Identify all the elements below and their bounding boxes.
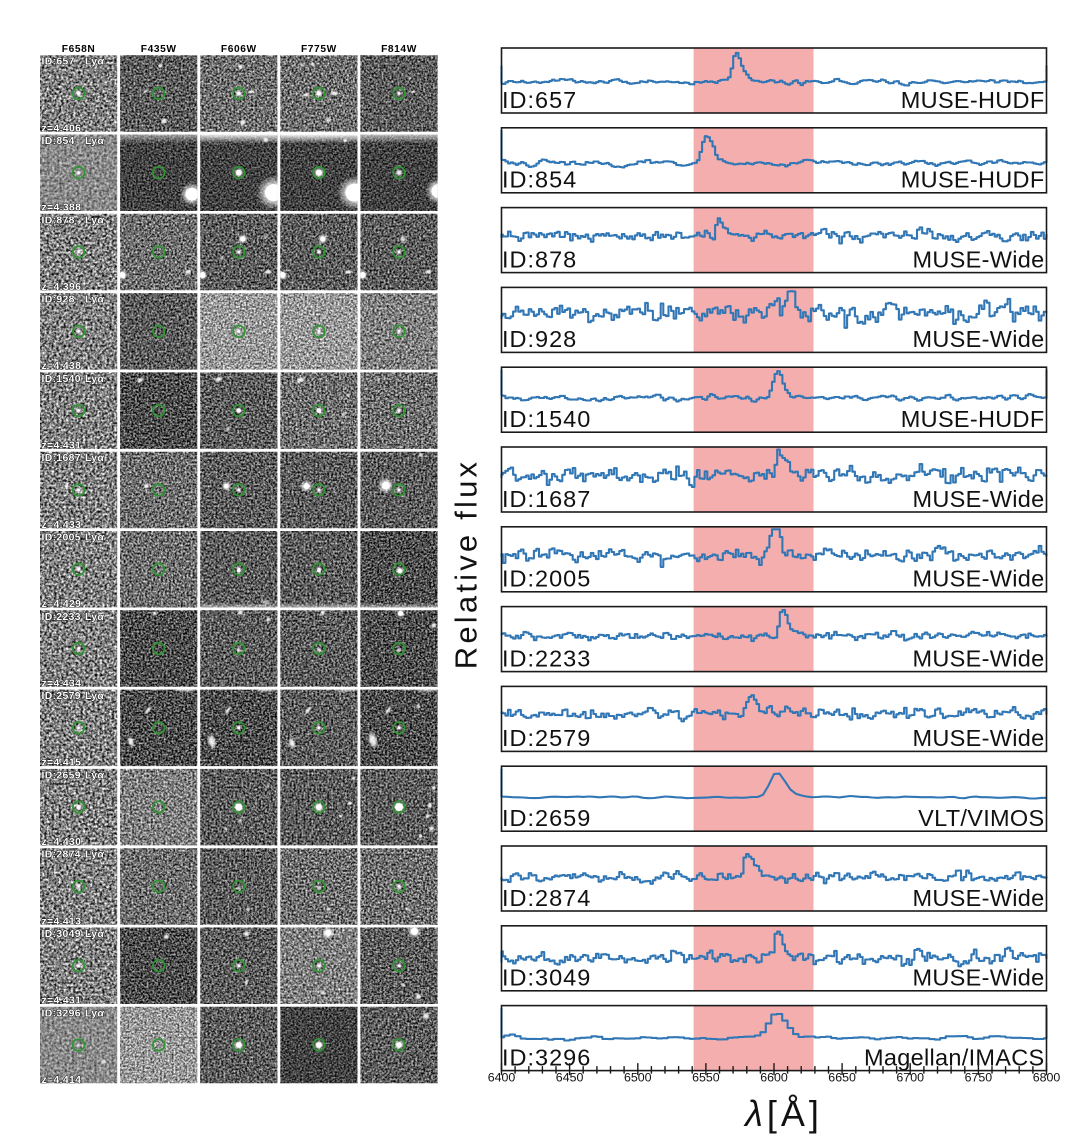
svg-text:6650: 6650: [828, 1071, 856, 1085]
svg-text:Lyα: Lyα: [85, 612, 104, 623]
svg-text:z=4.430: z=4.430: [42, 837, 82, 848]
svg-text:ID:1687: ID:1687: [42, 453, 81, 464]
svg-text:Lyα: Lyα: [85, 136, 104, 147]
svg-text:z=4.396: z=4.396: [42, 282, 82, 293]
svg-text:ID:854: ID:854: [502, 167, 577, 193]
svg-text:MUSE-HUDF: MUSE-HUDF: [901, 406, 1045, 432]
svg-text:Relative flux: Relative flux: [449, 459, 484, 669]
svg-text:z=4.438: z=4.438: [42, 361, 82, 372]
svg-text:z=4.388: z=4.388: [42, 203, 82, 214]
svg-text:ID:2579: ID:2579: [42, 691, 81, 702]
svg-text:ID:3049: ID:3049: [502, 965, 591, 991]
svg-text:Lyα: Lyα: [85, 929, 104, 940]
svg-text:MUSE-Wide: MUSE-Wide: [913, 326, 1045, 352]
svg-text:λ[Å]: λ[Å]: [743, 1093, 823, 1134]
svg-text:6750: 6750: [965, 1071, 993, 1085]
svg-text:Magellan/IMACS: Magellan/IMACS: [864, 1044, 1045, 1070]
svg-text:6800: 6800: [1033, 1071, 1061, 1085]
svg-text:ID:2005: ID:2005: [42, 533, 81, 544]
svg-text:ID:854: ID:854: [42, 136, 75, 147]
svg-text:ID:1687: ID:1687: [502, 486, 591, 512]
svg-text:ID:878: ID:878: [42, 215, 75, 226]
svg-text:F814W: F814W: [381, 44, 417, 55]
svg-text:ID:878: ID:878: [502, 246, 577, 272]
svg-text:ID:2874: ID:2874: [502, 885, 591, 911]
svg-text:MUSE-Wide: MUSE-Wide: [913, 566, 1045, 592]
svg-text:6700: 6700: [896, 1071, 924, 1085]
svg-text:ID:2659: ID:2659: [42, 770, 81, 781]
svg-text:ID:928: ID:928: [502, 326, 577, 352]
svg-text:ID:2233: ID:2233: [502, 645, 591, 671]
svg-text:z=4.431: z=4.431: [42, 996, 82, 1007]
svg-text:VLT/VIMOS: VLT/VIMOS: [918, 805, 1044, 831]
svg-text:MUSE-Wide: MUSE-Wide: [913, 965, 1045, 991]
svg-text:ID:2005: ID:2005: [502, 566, 591, 592]
svg-text:ID:2233: ID:2233: [42, 612, 81, 623]
svg-text:ID:3296: ID:3296: [42, 1008, 81, 1019]
svg-text:Lyα: Lyα: [85, 533, 104, 544]
svg-text:F606W: F606W: [221, 44, 257, 55]
svg-text:ID:2579: ID:2579: [502, 725, 591, 751]
svg-text:Lyα: Lyα: [85, 453, 104, 464]
svg-text:Lyα: Lyα: [85, 1008, 104, 1019]
svg-text:MUSE-Wide: MUSE-Wide: [913, 645, 1045, 671]
svg-text:Lyα: Lyα: [85, 57, 104, 68]
svg-text:MUSE-Wide: MUSE-Wide: [913, 885, 1045, 911]
svg-text:Lyα: Lyα: [85, 850, 104, 861]
svg-text:z=4.433: z=4.433: [42, 520, 82, 531]
svg-text:6400: 6400: [488, 1071, 516, 1085]
svg-text:z=4.406: z=4.406: [42, 123, 82, 134]
svg-text:ID:928: ID:928: [42, 295, 75, 306]
svg-text:z=4.431: z=4.431: [42, 441, 82, 452]
svg-text:ID:2659: ID:2659: [502, 805, 591, 831]
svg-text:F435W: F435W: [141, 44, 177, 55]
svg-text:Lyα: Lyα: [85, 691, 104, 702]
svg-text:6550: 6550: [692, 1071, 720, 1085]
svg-text:MUSE-Wide: MUSE-Wide: [913, 486, 1045, 512]
svg-text:F775W: F775W: [301, 44, 337, 55]
svg-text:z=4.414: z=4.414: [42, 1075, 82, 1086]
svg-text:ID:657: ID:657: [42, 57, 75, 68]
svg-text:z=4.413: z=4.413: [42, 916, 82, 927]
svg-text:z=4.415: z=4.415: [42, 758, 82, 769]
svg-text:Lyα: Lyα: [85, 215, 104, 226]
svg-text:6500: 6500: [624, 1071, 652, 1085]
svg-text:ID:657: ID:657: [502, 87, 577, 113]
svg-text:ID:2874: ID:2874: [42, 850, 81, 861]
svg-text:MUSE-Wide: MUSE-Wide: [913, 725, 1045, 751]
svg-text:Lyα: Lyα: [85, 770, 104, 781]
svg-text:ID:1540: ID:1540: [42, 374, 81, 385]
svg-text:z=4.429: z=4.429: [42, 599, 82, 610]
svg-text:6450: 6450: [556, 1071, 584, 1085]
svg-text:6600: 6600: [760, 1071, 788, 1085]
svg-text:F658N: F658N: [62, 44, 96, 55]
svg-text:ID:3296: ID:3296: [502, 1044, 591, 1070]
svg-text:MUSE-HUDF: MUSE-HUDF: [901, 87, 1045, 113]
svg-text:ID:1540: ID:1540: [502, 406, 591, 432]
svg-text:Lyα: Lyα: [85, 295, 104, 306]
svg-text:ID:3049: ID:3049: [42, 929, 81, 940]
svg-text:MUSE-HUDF: MUSE-HUDF: [901, 167, 1045, 193]
svg-text:z=4.434: z=4.434: [42, 678, 82, 689]
svg-text:MUSE-Wide: MUSE-Wide: [913, 246, 1045, 272]
svg-text:Lyα: Lyα: [85, 374, 104, 385]
